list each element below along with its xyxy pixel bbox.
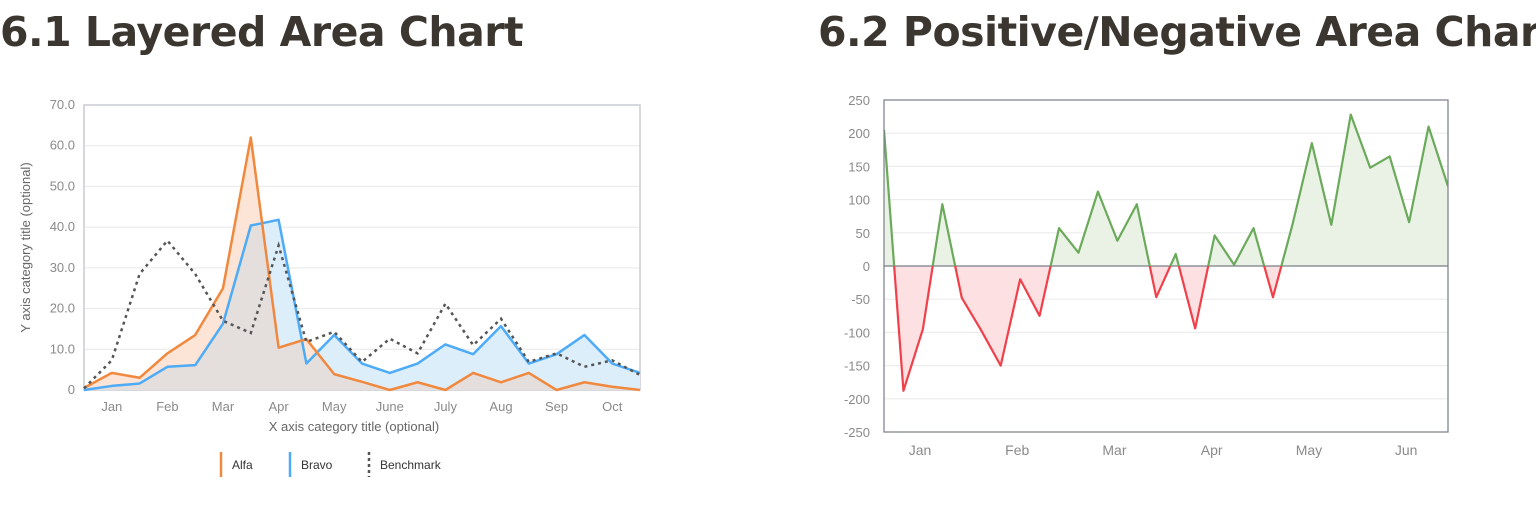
y-tick-label: -250 — [844, 425, 870, 440]
x-tick-label: June — [376, 399, 404, 414]
x-tick-label: Mar — [1102, 442, 1126, 458]
plot-frame — [883, 99, 1449, 433]
x-tick-label: Feb — [156, 399, 178, 414]
y-tick-label: -150 — [844, 359, 870, 374]
legend-label-benchmark: Benchmark — [380, 458, 442, 472]
y-tick-label: 50 — [856, 226, 870, 241]
y-tick-label: -100 — [844, 325, 870, 340]
y-tick-label: 0 — [68, 382, 75, 397]
x-tick-label: Apr — [268, 399, 289, 414]
x-tick-label: Jun — [1395, 442, 1418, 458]
y-axis-title: Y axis category title (optional) — [18, 162, 33, 332]
y-tick-label: 10.0 — [50, 341, 75, 356]
negative-area — [884, 266, 1448, 391]
legend-label-alfa: Alfa — [232, 458, 253, 472]
x-tick-label: May — [1296, 442, 1322, 458]
y-tick-label: 150 — [848, 159, 870, 174]
positive-line — [884, 113, 1448, 266]
y-tick-label: 30.0 — [50, 260, 75, 275]
y-tick-label: 200 — [848, 126, 870, 141]
benchmark-line — [83, 238, 641, 390]
y-tick-label: -50 — [851, 292, 870, 307]
x-tick-label: Aug — [489, 399, 512, 414]
y-tick-label: 250 — [848, 93, 870, 108]
x-tick-label: Apr — [1201, 442, 1223, 458]
x-axis-title: X axis category title (optional) — [269, 419, 440, 434]
x-tick-label: Oct — [602, 399, 623, 414]
overlap-area — [84, 223, 640, 390]
positive-area — [884, 114, 1448, 266]
negative-line — [893, 266, 1283, 392]
x-tick-label: Jan — [909, 442, 932, 458]
y-tick-label: 0 — [863, 259, 870, 274]
y-tick-label: 50.0 — [50, 178, 75, 193]
x-tick-label: Jan — [101, 399, 122, 414]
y-tick-label: 70.0 — [50, 97, 75, 112]
alfa-line — [83, 136, 641, 392]
x-tick-label: July — [434, 399, 458, 414]
y-tick-label: 20.0 — [50, 301, 75, 316]
x-tick-label: Feb — [1005, 442, 1029, 458]
x-tick-label: Sep — [545, 399, 568, 414]
y-tick-label: 60.0 — [50, 138, 75, 153]
chart-title-layered: 6.1 Layered Area Chart — [0, 8, 524, 56]
y-tick-label: 100 — [848, 193, 870, 208]
chart-title-posneg: 6.2 Positive/Negative Area Chart — [818, 8, 1536, 56]
x-tick-label: Mar — [212, 399, 235, 414]
y-tick-label: 40.0 — [50, 219, 75, 234]
x-tick-label: May — [322, 399, 347, 414]
legend-label-bravo: Bravo — [301, 458, 333, 472]
y-tick-label: -200 — [844, 392, 870, 407]
